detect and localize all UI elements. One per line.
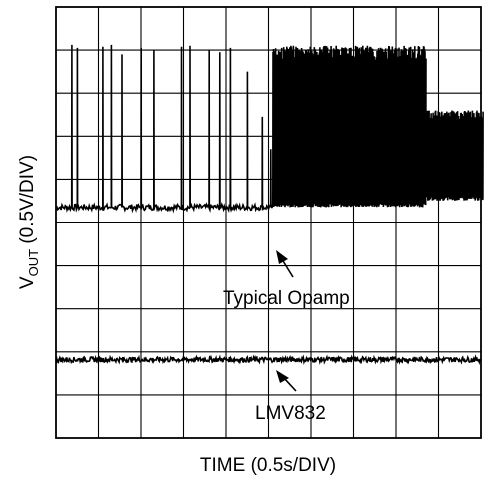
typical-opamp-label: Typical Opamp xyxy=(223,288,350,309)
x-axis-label: TIME (0.5s/DIV) xyxy=(200,455,336,476)
series-typical-opamp-trace xyxy=(55,44,484,214)
lmv832-label: LMV832 xyxy=(255,403,326,424)
traces xyxy=(55,44,484,366)
grid xyxy=(56,7,481,438)
y-axis-label-main: V xyxy=(17,276,38,289)
lmv832-arrow xyxy=(276,370,297,392)
series-lmv832-trace xyxy=(55,354,482,366)
typical-opamp-arrow xyxy=(276,250,294,278)
y-axis-label-subscript: OUT xyxy=(26,249,41,277)
y-axis-label: VOUT (0.5V/DIV) xyxy=(17,155,41,289)
y-axis-label-units: (0.5V/DIV) xyxy=(17,155,38,249)
annotations: Typical Opamp LMV832 xyxy=(223,250,350,424)
